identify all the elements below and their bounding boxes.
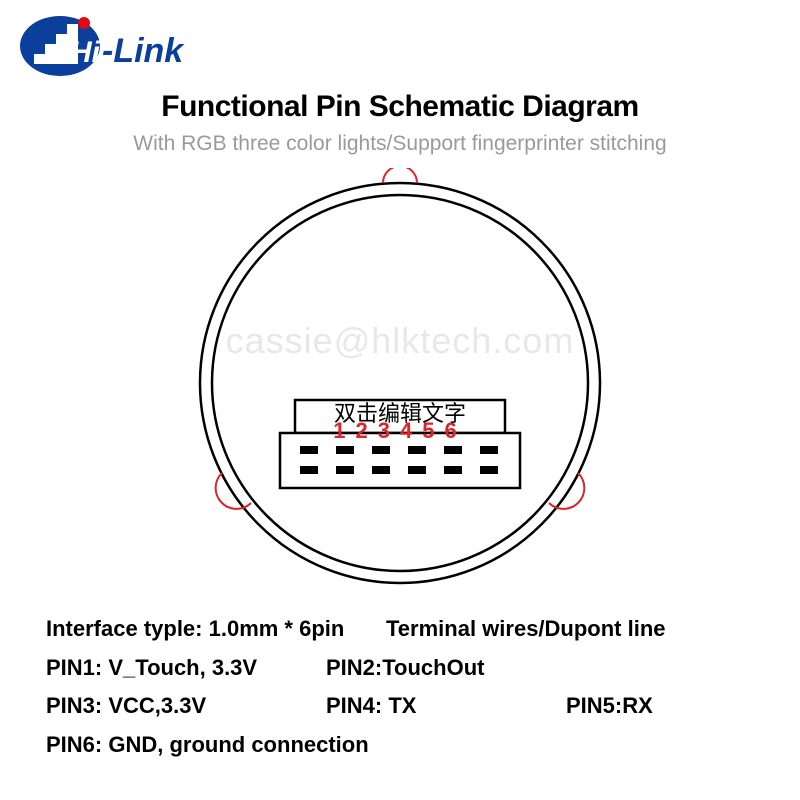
spec-row-2: PIN1: V_Touch, 3.3VPIN2:TouchOut bbox=[46, 649, 770, 688]
spec-cell: Terminal wires/Dupont line bbox=[386, 610, 706, 649]
spec-block: Interface typle: 1.0mm * 6pinTerminal wi… bbox=[46, 610, 770, 764]
spec-row-3: PIN3: VCC,3.3VPIN4: TXPIN5:RX bbox=[46, 687, 770, 726]
pin-numbers-text: 123456 bbox=[333, 418, 466, 443]
page-title: Functional Pin Schematic Diagram bbox=[0, 90, 800, 124]
spec-cell: PIN4: TX bbox=[326, 687, 566, 726]
spec-cell: PIN3: VCC,3.3V bbox=[46, 687, 326, 726]
page-subtitle: With RGB three color lights/Support fing… bbox=[0, 132, 800, 156]
svg-text:-Link: -Link bbox=[102, 32, 185, 70]
spec-cell: Interface typle: 1.0mm * 6pin bbox=[46, 610, 386, 649]
spec-row-1: Interface typle: 1.0mm * 6pinTerminal wi… bbox=[46, 610, 770, 649]
spec-cell: PIN1: V_Touch, 3.3V bbox=[46, 649, 326, 688]
hilink-logo: Hi -Link bbox=[20, 14, 200, 83]
schematic-diagram bbox=[0, 168, 800, 598]
spec-cell: PIN2:TouchOut bbox=[326, 649, 566, 688]
svg-text:Hi: Hi bbox=[70, 36, 101, 69]
spec-cell: PIN5:RX bbox=[566, 687, 726, 726]
spec-cell: PIN6: GND, ground connection bbox=[46, 726, 446, 765]
spec-row-4: PIN6: GND, ground connection bbox=[46, 726, 770, 765]
pin-number-row: 123456 bbox=[0, 418, 800, 444]
